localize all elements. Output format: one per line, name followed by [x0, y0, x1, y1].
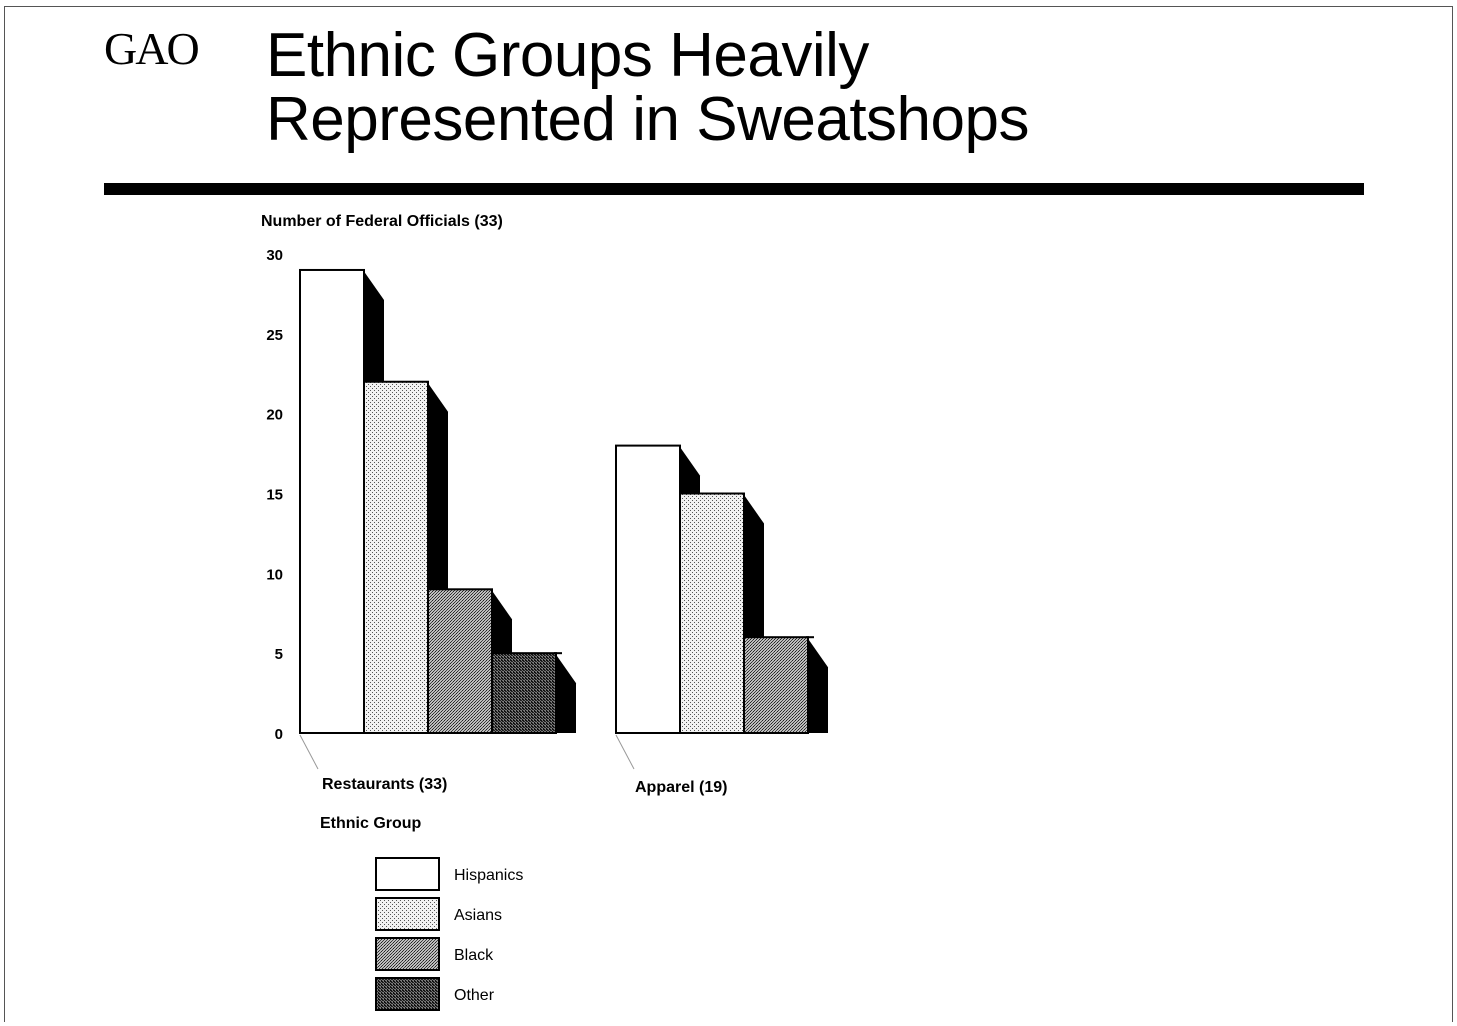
legend-swatch-black: [375, 937, 440, 971]
bar-shadow: [807, 637, 828, 733]
category-labels: Restaurants (33) Apparel (19): [322, 776, 727, 796]
y-tick-label: 25: [266, 327, 283, 344]
bar-hispanics: [299, 268, 365, 734]
bar-group-0: [299, 268, 576, 770]
legend-label: Other: [454, 987, 495, 1004]
perspective-line: [299, 734, 319, 770]
category-label: Restaurants (33): [322, 776, 447, 793]
bar-group-1: [615, 444, 828, 770]
bar-groups: [299, 268, 828, 770]
page-title: Ethnic Groups Heavily Represented in Swe…: [266, 24, 1029, 152]
legend-swatch-hispanics: [375, 857, 440, 891]
y-tick-label: 10: [266, 566, 283, 583]
y-tick-label: 5: [275, 646, 283, 663]
title-rule: [104, 183, 1364, 195]
perspective-line: [615, 734, 635, 770]
legend-label: Hispanics: [454, 867, 523, 884]
title-line-2: Represented in Sweatshops: [266, 85, 1029, 154]
legend-swatch-asians: [375, 897, 440, 931]
x-axis-label: Ethnic Group: [320, 815, 422, 832]
y-tick-label: 15: [266, 487, 283, 504]
title-line-1: Ethnic Groups Heavily: [266, 21, 869, 90]
bar-other: [491, 652, 557, 735]
page-frame: [4, 6, 1453, 1022]
y-tick-label: 20: [266, 407, 283, 424]
bar-hispanics: [615, 444, 681, 734]
category-label: Apparel (19): [635, 779, 727, 796]
bar-asians: [679, 492, 745, 734]
legend-label: Asians: [454, 907, 502, 924]
y-axis-label: Number of Federal Officials (33): [261, 213, 503, 230]
y-tick-label: 30: [266, 247, 283, 264]
bar-black: [743, 636, 809, 735]
y-tick-label: 0: [275, 726, 283, 743]
bar-black: [427, 588, 493, 734]
legend: Hispanics Asians Black Other: [375, 857, 523, 1011]
y-tick-labels: 0 5 10 15 20 25 30: [266, 247, 283, 743]
gao-logo: GAO: [104, 23, 200, 74]
bar-asians: [363, 380, 429, 734]
legend-swatch-other: [375, 977, 440, 1011]
bar-shadow: [555, 653, 576, 733]
legend-label: Black: [454, 947, 494, 964]
